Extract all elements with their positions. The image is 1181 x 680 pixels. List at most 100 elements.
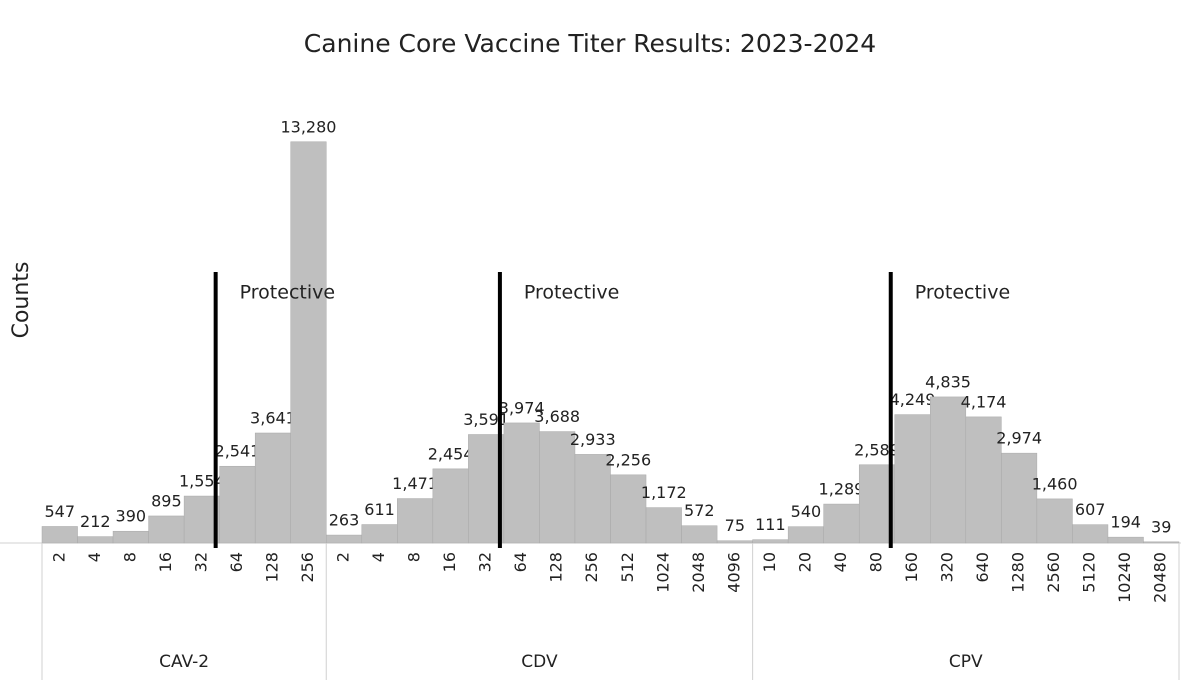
bar xyxy=(503,422,540,544)
x-tick-label: 10 xyxy=(760,552,779,572)
x-tick-label: 20 xyxy=(795,552,814,572)
group-label: CPV xyxy=(949,652,983,672)
value-label: 111 xyxy=(755,515,786,534)
value-label: 1,172 xyxy=(641,483,687,502)
y-axis-label: Counts xyxy=(9,262,34,339)
value-label: 1,460 xyxy=(1032,474,1078,493)
x-tick-label: 128 xyxy=(262,552,281,583)
chart-title: Canine Core Vaccine Titer Results: 2023-… xyxy=(304,29,876,58)
x-tick-label: 2560 xyxy=(1044,552,1063,593)
bar xyxy=(1143,541,1180,544)
value-label: 611 xyxy=(364,500,395,519)
bar xyxy=(77,536,114,544)
value-label: 4,835 xyxy=(925,372,971,391)
bar xyxy=(432,468,469,544)
value-label: 75 xyxy=(725,516,745,535)
bar xyxy=(823,503,860,544)
bar xyxy=(1001,452,1038,544)
group-label: CDV xyxy=(521,652,558,672)
value-label: 540 xyxy=(791,502,822,521)
bar xyxy=(1107,536,1144,544)
x-tick-label: 160 xyxy=(902,552,921,583)
x-tick-label: 4096 xyxy=(724,552,743,593)
value-label: 607 xyxy=(1075,500,1106,519)
x-tick-label: 320 xyxy=(938,552,957,583)
x-tick-label: 80 xyxy=(866,552,885,572)
x-tick-label: 8 xyxy=(120,552,139,562)
x-tick-label: 2 xyxy=(49,552,68,562)
x-tick-label: 8 xyxy=(405,552,424,562)
x-tick-label: 40 xyxy=(831,552,850,572)
x-tick-label: 640 xyxy=(973,552,992,583)
bar xyxy=(397,498,434,544)
x-tick-label: 2 xyxy=(334,552,353,562)
annotation: Protective xyxy=(524,282,619,304)
x-tick-label: 4 xyxy=(85,552,104,562)
bar xyxy=(894,414,931,544)
value-label: 390 xyxy=(116,507,147,526)
x-tick-label: 20480 xyxy=(1151,552,1170,603)
bar xyxy=(539,431,576,544)
value-label: 3,641 xyxy=(250,408,296,427)
bar xyxy=(326,534,363,544)
bar xyxy=(254,432,291,544)
x-tick-label: 5120 xyxy=(1080,552,1099,593)
x-tick-label: 32 xyxy=(476,552,495,572)
value-label: 2,589 xyxy=(854,440,900,459)
value-label: 3,591 xyxy=(463,410,509,429)
bar xyxy=(681,525,718,544)
bar xyxy=(787,526,824,544)
bar xyxy=(645,507,682,544)
x-tick-label: 64 xyxy=(227,552,246,572)
bar xyxy=(219,465,256,544)
bar xyxy=(1072,524,1109,544)
bar xyxy=(930,396,967,544)
x-tick-label: 1280 xyxy=(1009,552,1028,593)
value-label: 2,541 xyxy=(215,442,261,461)
value-label: 4,174 xyxy=(961,392,1007,411)
value-label: 2,454 xyxy=(428,444,474,463)
x-tick-label: 1024 xyxy=(653,552,672,593)
annotation: Protective xyxy=(915,282,1010,304)
value-label: 263 xyxy=(329,511,360,530)
annotation: Protective xyxy=(240,282,335,304)
bar xyxy=(290,141,327,544)
x-tick-label: 2048 xyxy=(689,552,708,593)
x-tick-label: 256 xyxy=(582,552,601,583)
bar xyxy=(148,515,185,544)
bar xyxy=(610,474,647,544)
value-label: 895 xyxy=(151,491,182,510)
bar xyxy=(752,539,789,544)
x-tick-label: 128 xyxy=(547,552,566,583)
value-label: 13,280 xyxy=(280,117,336,136)
value-label: 212 xyxy=(80,512,111,531)
value-label: 1,471 xyxy=(392,474,438,493)
bar xyxy=(716,540,753,544)
group-label: CAV-2 xyxy=(159,652,209,672)
bar xyxy=(361,524,398,544)
value-label: 194 xyxy=(1110,513,1141,532)
x-tick-label: 64 xyxy=(511,552,530,572)
value-label: 39 xyxy=(1151,517,1171,536)
value-label: 1,554 xyxy=(179,472,225,491)
value-label: 1,289 xyxy=(819,480,865,499)
value-label: 2,933 xyxy=(570,430,616,449)
value-label: 2,256 xyxy=(605,450,651,469)
x-tick-label: 256 xyxy=(298,552,317,583)
x-tick-label: 512 xyxy=(618,552,637,583)
x-tick-label: 10240 xyxy=(1115,552,1134,603)
value-label: 2,974 xyxy=(996,429,1042,448)
value-label: 547 xyxy=(44,502,75,521)
value-label: 3,688 xyxy=(534,407,580,426)
x-tick-label: 16 xyxy=(440,552,459,572)
bar xyxy=(1036,498,1073,544)
x-tick-label: 16 xyxy=(156,552,175,572)
bar xyxy=(41,526,78,544)
x-tick-label: 32 xyxy=(191,552,210,572)
value-label: 572 xyxy=(684,501,715,520)
value-label: 4,249 xyxy=(890,390,936,409)
bar xyxy=(112,530,149,544)
value-label: 3,974 xyxy=(499,398,545,417)
x-tick-label: 4 xyxy=(369,552,388,562)
